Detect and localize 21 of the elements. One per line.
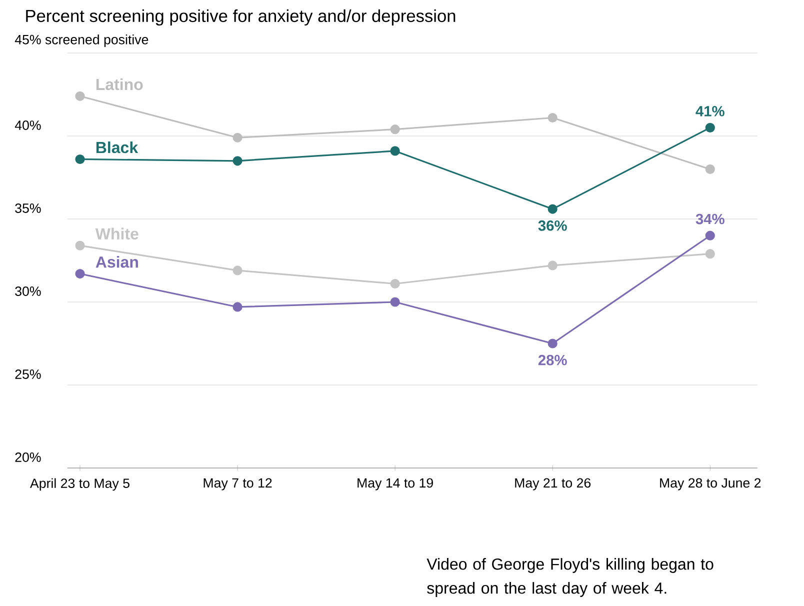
- x-tick-label: May 21 to 26: [515, 478, 591, 490]
- data-label: 28%: [538, 354, 567, 366]
- x-tick-label: May 14 to 19: [358, 478, 433, 490]
- x-tick-label: May 28 to June 2: [660, 478, 761, 490]
- series-label: White: [95, 228, 138, 240]
- y-tick-label: 40%: [14, 120, 41, 130]
- y-tick-label: 20%: [15, 452, 41, 462]
- y-tick-label: 25%: [15, 370, 41, 379]
- y-tick-label: 35%: [15, 204, 41, 213]
- x-tick-label: May 7 to 12: [204, 478, 272, 490]
- data-label: 34%: [696, 214, 724, 224]
- y-tick-label: 45% screened positive: [14, 34, 148, 47]
- chart-title: Percent screening positive for anxiety and/or depression: [26, 9, 456, 26]
- data-label: 36%: [538, 220, 567, 231]
- x-tick-label: April 23 to May 5: [30, 478, 130, 491]
- series-label: Asian: [96, 256, 138, 268]
- data-label: 41%: [696, 106, 724, 116]
- text: Video of George Floyd's killing began to spread on the last day of week 4.: [426, 558, 714, 597]
- series-label: Black: [96, 141, 138, 154]
- y-tick-label: 30%: [15, 286, 41, 296]
- series-label: Latino: [96, 78, 143, 90]
